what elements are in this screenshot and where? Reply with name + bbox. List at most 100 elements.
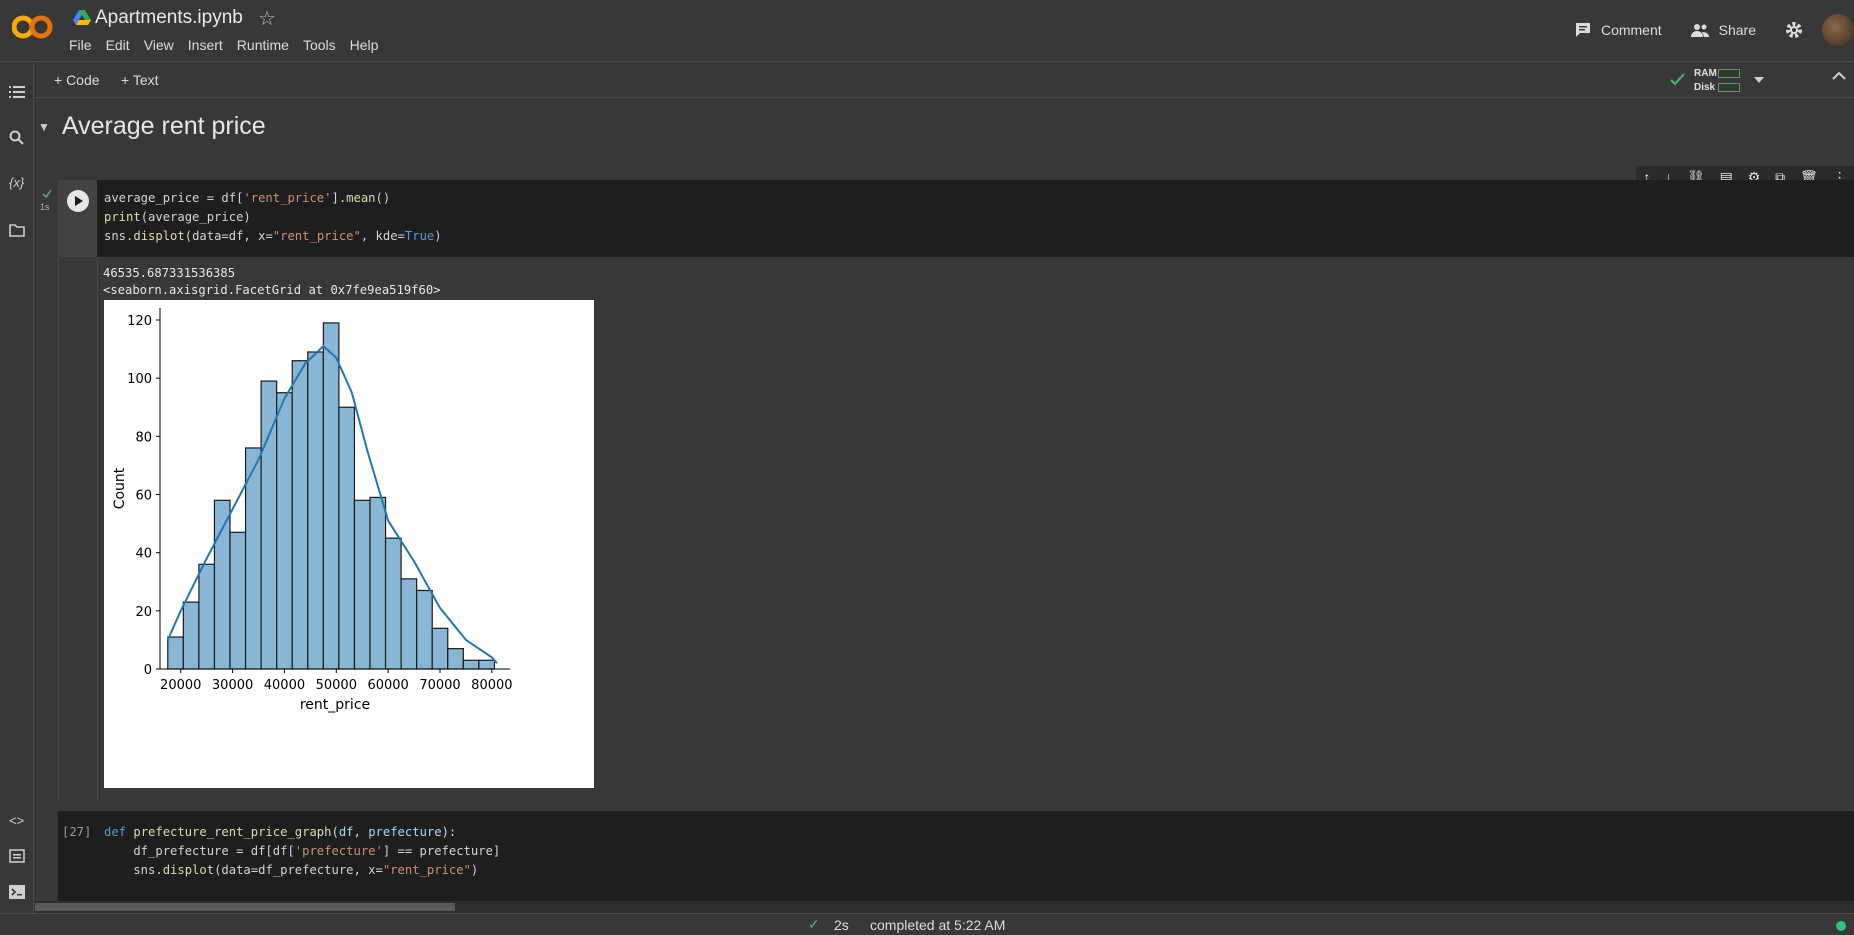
people-icon [1690, 24, 1709, 37]
left-sidebar: {x} <> [0, 63, 34, 913]
colab-logo[interactable] [12, 12, 54, 42]
disk-bar [1718, 83, 1740, 92]
facetgrid-repr: <seaborn.axisgrid.FacetGrid at 0x7fe9ea5… [103, 283, 441, 297]
mirror-cell-icon[interactable]: ⧉ [1775, 168, 1786, 185]
comment-icon [1575, 23, 1590, 37]
output-gutter [59, 257, 98, 801]
gear-icon[interactable] [1784, 20, 1804, 40]
app-header: Apartments.ipynb ☆ File Edit View Insert… [0, 0, 1854, 62]
histogram-bar [291, 360, 309, 670]
section-heading: ▼ Average rent price [38, 112, 266, 141]
resource-monitor[interactable]: RAM Disk [1670, 66, 1800, 96]
folder-icon[interactable] [9, 223, 25, 237]
histogram-bar [431, 627, 449, 670]
scrollbar-thumb[interactable] [35, 903, 455, 911]
menu-edit[interactable]: Edit [105, 37, 130, 53]
x-tick-label: 50000 [316, 678, 357, 693]
histogram-bar [384, 537, 402, 670]
histogram-bar [322, 322, 340, 670]
y-tick-label: 60 [135, 489, 152, 504]
x-tick-label: 70000 [419, 678, 460, 693]
y-tick-label: 40 [135, 547, 152, 562]
histogram-bar [167, 636, 184, 670]
menu-bar: File Edit View Insert Runtime Tools Help [69, 37, 392, 53]
add-code-button[interactable]: + Code [54, 72, 100, 88]
y-tick-label: 80 [135, 430, 152, 445]
exec-time: 1s [40, 202, 50, 212]
connected-check-icon [1670, 73, 1685, 86]
horizontal-scrollbar[interactable] [35, 901, 1854, 913]
x-axis-label: rent_price [300, 697, 370, 713]
menu-runtime[interactable]: Runtime [236, 37, 289, 53]
y-tick-label: 100 [127, 372, 152, 387]
histogram-chart: 0 20 40 60 80 100 120 20000 30000 40000 50000 60000… [112, 308, 513, 713]
notebook-toolbar: + Code + Text RAM Disk [35, 63, 1854, 98]
menu-view[interactable]: View [143, 37, 174, 53]
cell-output: 46535.687331536385 <seaborn.axisgrid.Fac… [58, 257, 1854, 801]
status-duration: 2s [834, 917, 849, 933]
table-of-contents-icon[interactable] [9, 85, 25, 99]
chevron-up-icon[interactable] [1832, 71, 1846, 81]
move-up-icon[interactable]: ↑ [1643, 169, 1651, 185]
histogram-bar [182, 601, 200, 670]
y-tick-label: 120 [127, 314, 152, 329]
histogram-plot: 0 20 40 60 80 100 120 20000 30000 40000 50000 60000… [104, 300, 594, 788]
y-tick-label: 0 [144, 663, 152, 678]
menu-insert[interactable]: Insert [187, 37, 223, 53]
x-tick-label: 40000 [264, 678, 305, 693]
x-tick-label: 60000 [367, 678, 408, 693]
connection-status-dot [1836, 921, 1846, 931]
ram-bar [1718, 69, 1740, 78]
code-cell-2[interactable]: [27] def prefecture_rent_price_graph(df,… [58, 811, 1854, 901]
drive-icon [73, 10, 91, 25]
histogram-bar [229, 531, 247, 670]
histogram-bar [213, 499, 231, 670]
run-button[interactable] [67, 190, 89, 212]
command-palette-icon[interactable] [9, 849, 25, 863]
move-down-icon[interactable]: ↓ [1665, 169, 1673, 185]
chevron-down-icon[interactable] [1754, 77, 1764, 83]
notebook-title[interactable]: Apartments.ipynb [95, 7, 243, 28]
comment-button[interactable]: Comment [1574, 21, 1662, 39]
search-icon[interactable] [9, 130, 25, 146]
ram-label: RAM [1694, 68, 1717, 79]
histogram-bar [400, 578, 418, 670]
menu-tools[interactable]: Tools [302, 37, 336, 53]
code-cell-1[interactable]: average_price = df['rent_price'].mean() … [58, 180, 1854, 257]
x-tick-label: 80000 [471, 678, 512, 693]
mean-value: 46535.687331536385 [103, 266, 236, 280]
section-title: Average rent price [61, 112, 266, 140]
code-snippets-icon[interactable]: <> [9, 813, 25, 828]
executed-check-icon [42, 189, 52, 199]
y-tick-label: 20 [135, 605, 152, 620]
status-completed: completed at 5:22 AM [870, 917, 1006, 933]
add-text-button[interactable]: + Text [121, 72, 159, 88]
menu-help[interactable]: Help [349, 37, 379, 53]
disk-label: Disk [1694, 82, 1716, 93]
collapse-caret-icon[interactable]: ▼ [38, 119, 50, 134]
terminal-icon[interactable] [9, 885, 25, 899]
histogram-bar [307, 351, 324, 670]
star-icon[interactable]: ☆ [258, 8, 276, 30]
histogram-bar [338, 406, 356, 670]
variables-icon[interactable]: {x} [9, 175, 25, 190]
share-label: Share [1718, 22, 1756, 38]
x-tick-label: 20000 [160, 678, 201, 693]
menu-file[interactable]: File [69, 37, 92, 53]
histogram-bar [369, 496, 387, 670]
histogram-bar [276, 392, 293, 670]
code-editor[interactable]: average_price = df['rent_price'].mean() … [104, 191, 442, 243]
exec-count: [27] [62, 825, 92, 839]
share-button[interactable]: Share [1690, 22, 1756, 38]
code-editor[interactable]: def prefecture_rent_price_graph(df, pref… [104, 825, 501, 877]
histogram-bar [416, 589, 433, 670]
status-bar: ✓ 2s completed at 5:22 AM [0, 913, 1854, 935]
histogram-bar [447, 648, 464, 670]
histogram-bar [478, 659, 496, 670]
status-check-icon: ✓ [808, 916, 820, 932]
output-text: 46535.687331536385 <seaborn.axisgrid.Fac… [103, 265, 441, 299]
y-axis-label: Count [112, 467, 128, 509]
avatar[interactable] [1822, 14, 1854, 46]
histogram-bar [198, 563, 216, 670]
comment-label: Comment [1600, 22, 1662, 38]
